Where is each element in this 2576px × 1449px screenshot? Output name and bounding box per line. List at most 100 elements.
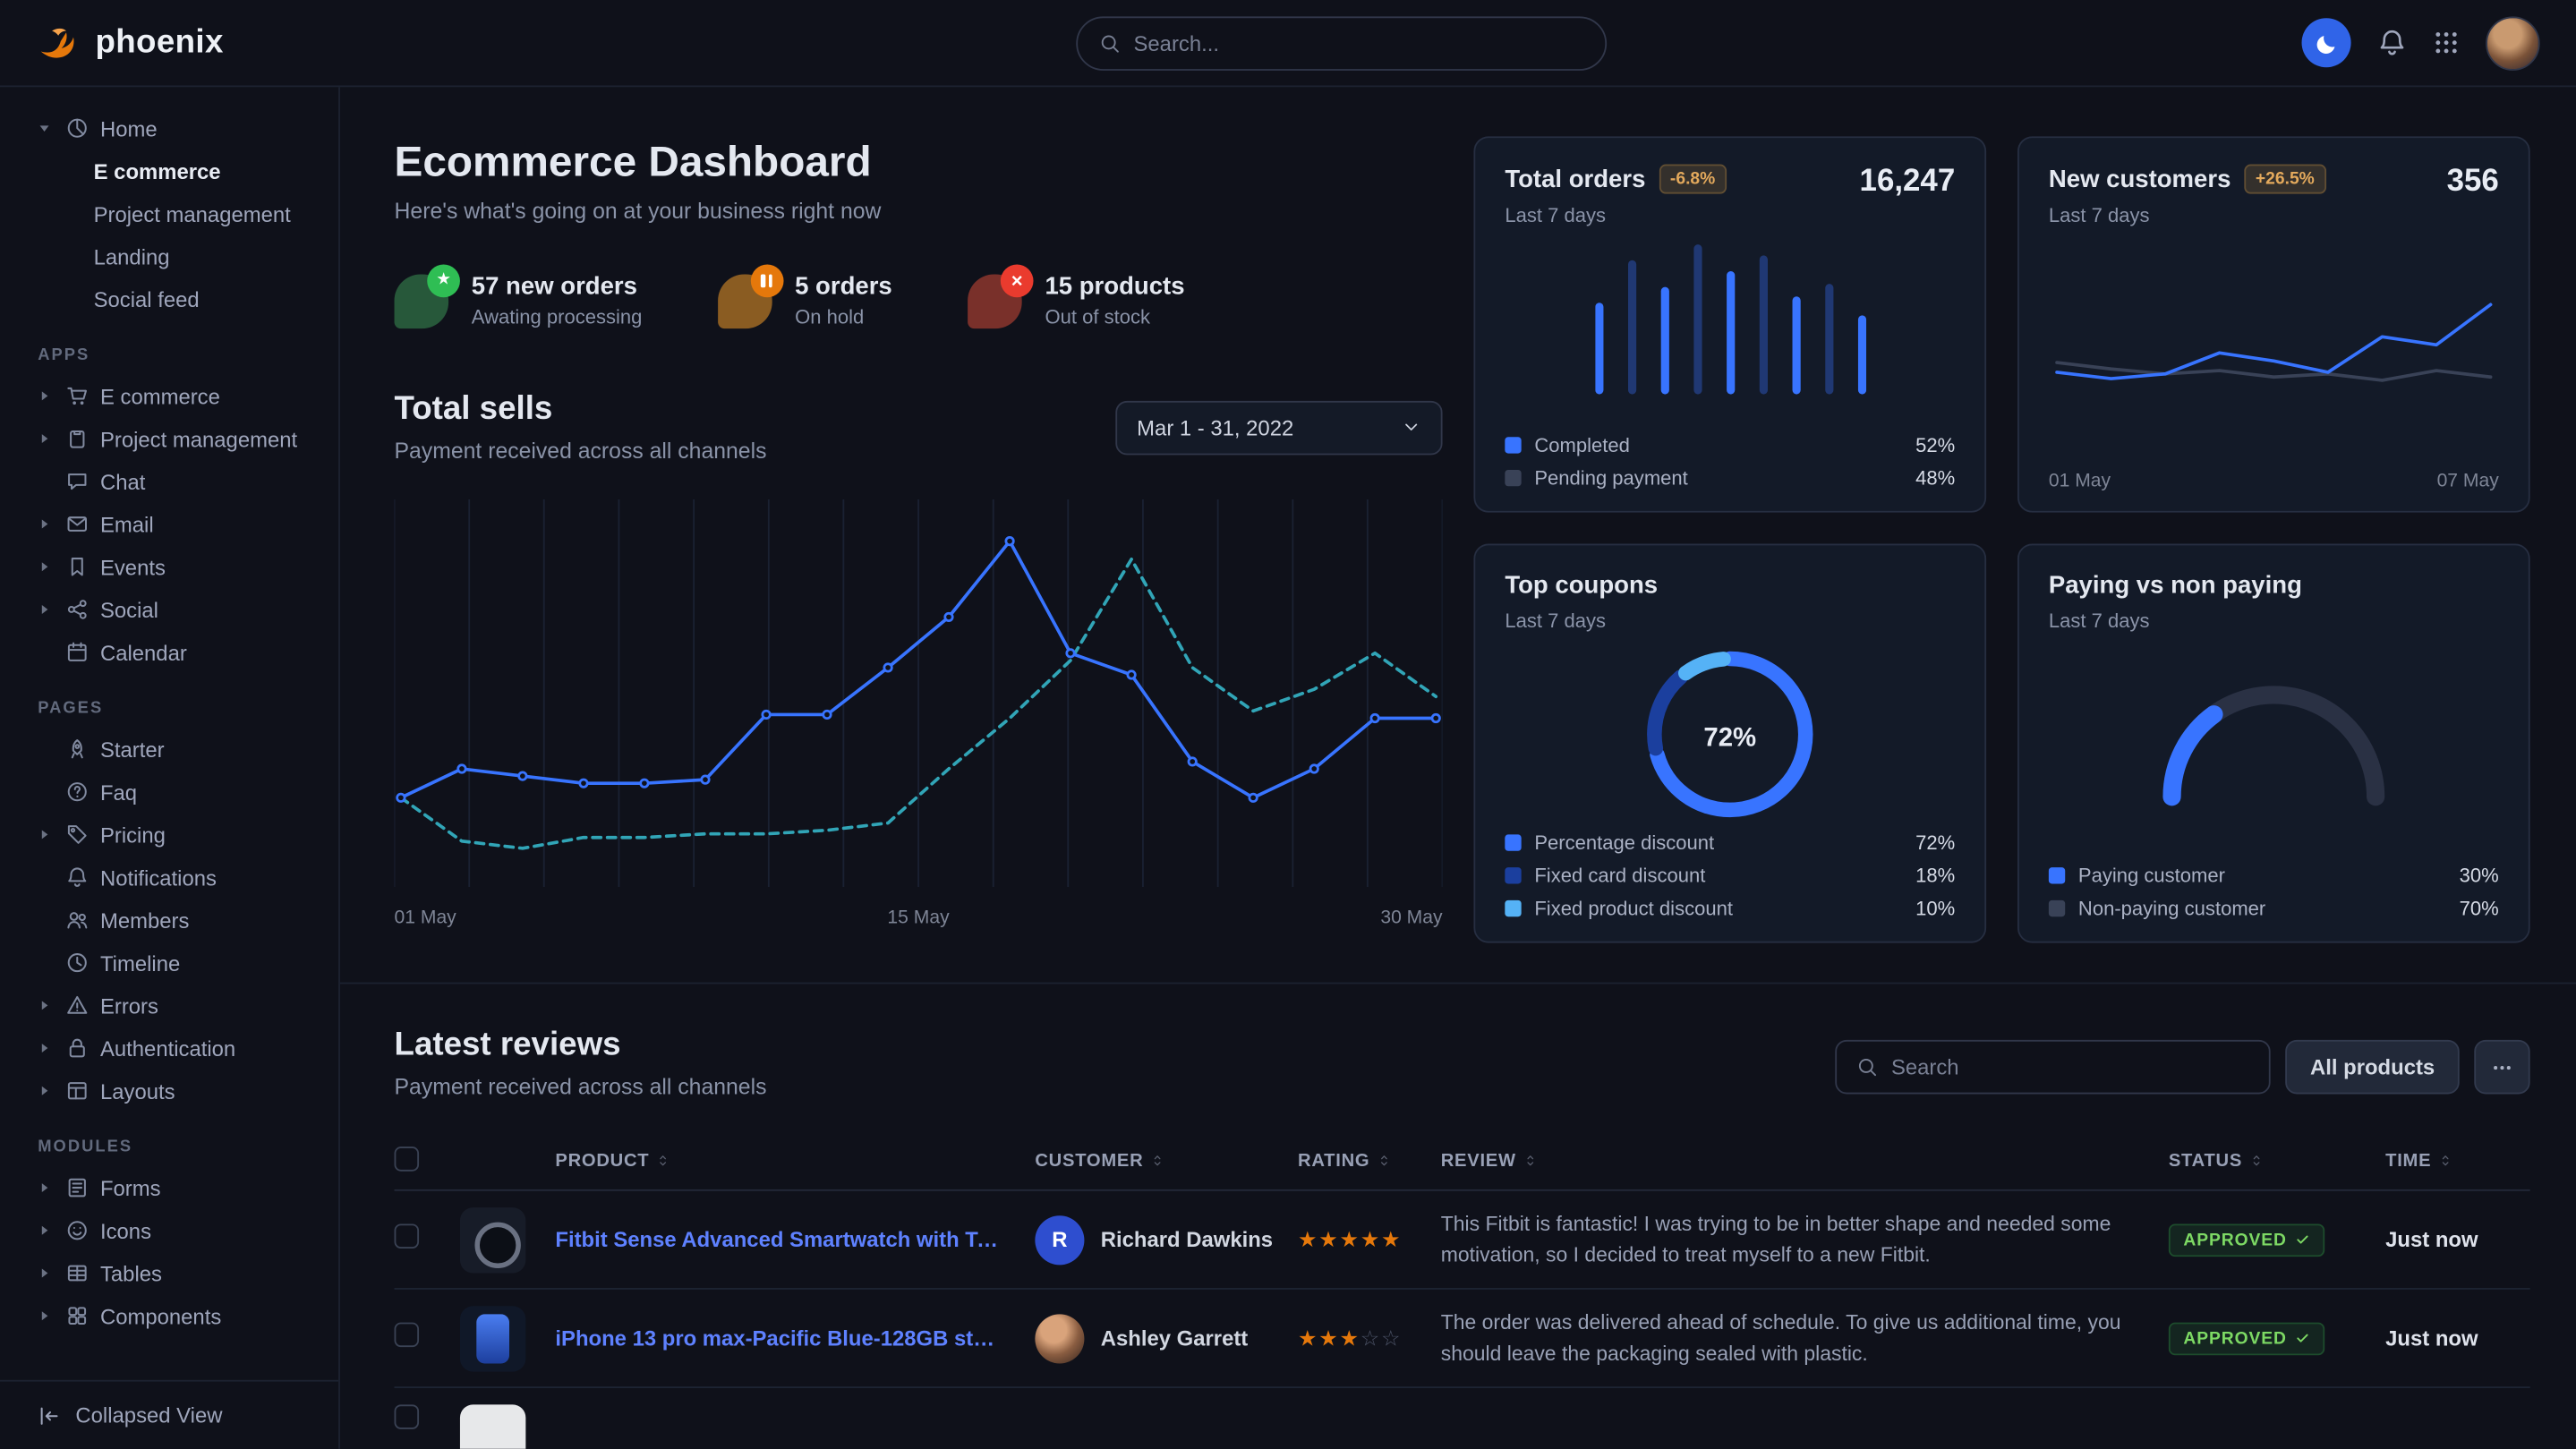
bookmark-icon xyxy=(64,555,90,578)
page-subtitle: Here's what's going on at your business … xyxy=(394,199,882,224)
sidebar-item-timeline[interactable]: Timeline xyxy=(0,942,338,984)
question-icon xyxy=(64,780,90,804)
caret-right-icon xyxy=(36,1083,52,1099)
sidebar-item-project-management-app[interactable]: Project management xyxy=(0,417,338,460)
brand-logo[interactable]: phoenix xyxy=(36,21,340,65)
phoenix-logo-icon xyxy=(40,27,74,57)
column-header-customer[interactable]: CUSTOMER xyxy=(1035,1151,1298,1171)
column-header-rating[interactable]: RATING xyxy=(1298,1151,1441,1171)
axis-label: 01 May xyxy=(394,908,456,929)
sidebar-item-components[interactable]: Components xyxy=(0,1294,338,1337)
collapse-icon xyxy=(38,1403,61,1427)
new-customers-value: 356 xyxy=(2446,164,2499,200)
select-all-checkbox[interactable] xyxy=(394,1146,420,1171)
global-search[interactable] xyxy=(1076,15,1608,71)
caret-right-icon xyxy=(36,1223,52,1239)
cross-icon: × xyxy=(1011,268,1023,292)
chevron-down-icon xyxy=(1402,417,1421,437)
section-label-apps: APPS xyxy=(38,346,90,365)
column-header-status[interactable]: STATUS xyxy=(2169,1151,2385,1171)
change-badge: +26.5% xyxy=(2244,164,2326,194)
reviews-search[interactable] xyxy=(1835,1039,2271,1095)
sidebar-item-notifications[interactable]: Notifications xyxy=(0,856,338,899)
share-icon xyxy=(64,598,90,621)
status-badge: APPROVED xyxy=(2168,1223,2325,1257)
sidebar-item-social[interactable]: Social xyxy=(0,588,338,631)
product-link[interactable]: iPhone 13 pro max-Pacific Blue-128GB sto… xyxy=(555,1325,1032,1351)
paying-card: Paying vs non paying Last 7 days Paying … xyxy=(2017,543,2530,943)
notifications-button[interactable] xyxy=(2377,28,2407,57)
users-icon xyxy=(64,908,90,932)
total-orders-card: Total orders -6.8% Last 7 days 16,247 Co… xyxy=(1473,136,1987,513)
sidebar-item-landing[interactable]: Landing xyxy=(93,243,170,269)
smile-icon xyxy=(64,1219,90,1242)
table-icon xyxy=(64,1262,90,1285)
caret-right-icon xyxy=(36,516,52,532)
warning-icon xyxy=(64,993,90,1017)
chat-icon xyxy=(64,470,90,493)
product-thumbnail xyxy=(459,1404,526,1449)
reviews-search-input[interactable] xyxy=(1890,1054,2250,1079)
more-options-button[interactable] xyxy=(2474,1039,2530,1095)
column-header-review[interactable]: REVIEW xyxy=(1441,1151,2169,1171)
theme-toggle-button[interactable] xyxy=(2301,18,2351,68)
stat-new-orders: ★ 57 new orders Awating processing xyxy=(394,263,642,328)
new-customers-card: New customers +26.5% Last 7 days 356 01 … xyxy=(2017,136,2530,513)
sidebar-item-project-management[interactable]: Project management xyxy=(93,200,291,226)
orders-bar-chart xyxy=(1505,236,1955,395)
total-sells-chart: 01 May 15 May 30 May xyxy=(393,499,1444,929)
sidebar-item-pricing[interactable]: Pricing xyxy=(0,814,338,857)
sidebar-item-events[interactable]: Events xyxy=(0,545,338,588)
review-text: This Fitbit is fantastic! I was trying t… xyxy=(1440,1213,2111,1266)
sidebar-item-forms[interactable]: Forms xyxy=(0,1166,338,1209)
moon-icon xyxy=(2314,30,2339,55)
sidebar-item-layouts[interactable]: Layouts xyxy=(0,1070,338,1112)
product-link[interactable]: Fitbit Sense Advanced Smartwatch with To… xyxy=(555,1227,1036,1252)
row-checkbox[interactable] xyxy=(394,1404,420,1429)
sidebar-item-home[interactable]: Home xyxy=(0,107,338,149)
review-time: Just now xyxy=(2385,1325,2478,1351)
bell-icon xyxy=(64,865,90,889)
stats-row: ★ 57 new orders Awating processing 5 orde… xyxy=(394,263,1443,328)
row-checkbox[interactable] xyxy=(394,1321,420,1347)
mail-icon xyxy=(64,513,90,536)
sidebar-item-calendar[interactable]: Calendar xyxy=(0,631,338,674)
column-header-time[interactable]: TIME xyxy=(2385,1151,2530,1171)
latest-reviews-title: Latest reviews xyxy=(394,1027,621,1063)
sidebar-item-members[interactable]: Members xyxy=(0,899,338,942)
sidebar-item-email[interactable]: Email xyxy=(0,503,338,546)
sidebar-item-authentication[interactable]: Authentication xyxy=(0,1027,338,1070)
new-orders-icon: ★ xyxy=(394,263,460,328)
bell-icon xyxy=(2377,28,2407,57)
sidebar-item-faq[interactable]: Faq xyxy=(0,771,338,814)
apps-grid-button[interactable] xyxy=(2433,30,2459,55)
paying-gauge-chart xyxy=(2049,659,2499,810)
sort-icon xyxy=(1377,1154,1392,1169)
sort-icon xyxy=(656,1154,671,1169)
change-badge: -6.8% xyxy=(1659,164,1727,194)
all-products-button[interactable]: All products xyxy=(2285,1039,2460,1095)
sidebar-item-tables[interactable]: Tables xyxy=(0,1252,338,1295)
sidebar-item-ecommerce[interactable]: E commerce xyxy=(93,158,221,183)
sidebar-item-social-feed[interactable]: Social feed xyxy=(93,286,200,311)
sidebar-item-icons[interactable]: Icons xyxy=(0,1209,338,1252)
caret-right-icon xyxy=(36,1308,52,1324)
user-avatar[interactable] xyxy=(2486,15,2540,71)
caret-right-icon xyxy=(36,1040,52,1056)
sidebar-item-errors[interactable]: Errors xyxy=(0,984,338,1027)
caret-right-icon xyxy=(36,558,52,575)
search-input[interactable] xyxy=(1133,30,1584,55)
coupons-donut-chart: 72% xyxy=(1634,639,1825,838)
date-range-select[interactable]: Mar 1 - 31, 2022 xyxy=(1115,399,1443,455)
clock-icon xyxy=(64,951,90,975)
rating-stars: ★★★★★ xyxy=(1298,1226,1403,1251)
sidebar-item-ecommerce-app[interactable]: E commerce xyxy=(0,374,338,417)
row-checkbox[interactable] xyxy=(394,1223,420,1249)
column-header-product[interactable]: PRODUCT xyxy=(555,1151,1035,1171)
sidebar-item-starter[interactable]: Starter xyxy=(0,728,338,771)
sidebar-item-chat[interactable]: Chat xyxy=(0,460,338,503)
sort-icon xyxy=(2438,1154,2453,1169)
axis-label: 07 May xyxy=(2436,471,2499,491)
collapse-sidebar-button[interactable]: Collapsed View xyxy=(0,1379,339,1449)
tag-icon xyxy=(64,823,90,847)
